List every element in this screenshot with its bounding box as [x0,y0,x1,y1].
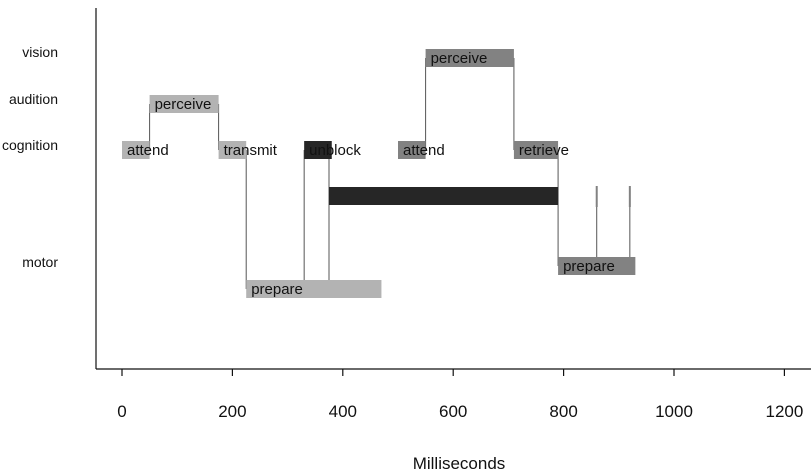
bar-prepare [558,257,636,275]
bar-label-prepare: prepare [251,281,303,298]
bar-label-transmit: transmit [224,142,278,159]
x-tick-label: 200 [218,402,246,421]
x-tick-label: 600 [439,402,467,421]
bar-motor-busy [329,187,559,205]
row-label-cognition: cognition [2,137,58,153]
bar-retrieve [513,141,559,159]
x-tick-label: 1200 [765,402,803,421]
bar-transmit [218,141,247,159]
bar-attend [398,141,426,159]
bar-attend [122,141,150,159]
bar-prepare [246,280,382,298]
x-tick-label: 400 [329,402,357,421]
bar-perceive [149,95,219,113]
row-labels: vision audition cognition motor [2,44,58,270]
connector-lines [149,58,631,289]
x-axis-ticks: 0 200 400 600 800 1000 1200 [117,369,803,421]
x-tick-label: 1000 [655,402,693,421]
x-tick-label: 800 [549,402,577,421]
bar-label-retrieve: retrieve [519,142,569,159]
bar-unblock [304,141,332,159]
row-label-audition: audition [9,91,58,107]
x-axis-title: Milliseconds [413,454,506,473]
bar-label-attend: attend [403,142,445,159]
bars: attend perceive transmit prepare unblock atte… [122,49,636,298]
bar-label-perceive: perceive [431,50,488,67]
bar-label-unblock: unblock [309,142,361,159]
bar-label-perceive: perceive [155,96,212,113]
bar-perceive [425,49,514,67]
row-label-motor: motor [22,254,58,270]
x-tick-label: 0 [117,402,126,421]
row-label-vision: vision [22,44,58,60]
bar-label-attend: attend [127,142,169,159]
bar-label-prepare: prepare [563,258,615,275]
